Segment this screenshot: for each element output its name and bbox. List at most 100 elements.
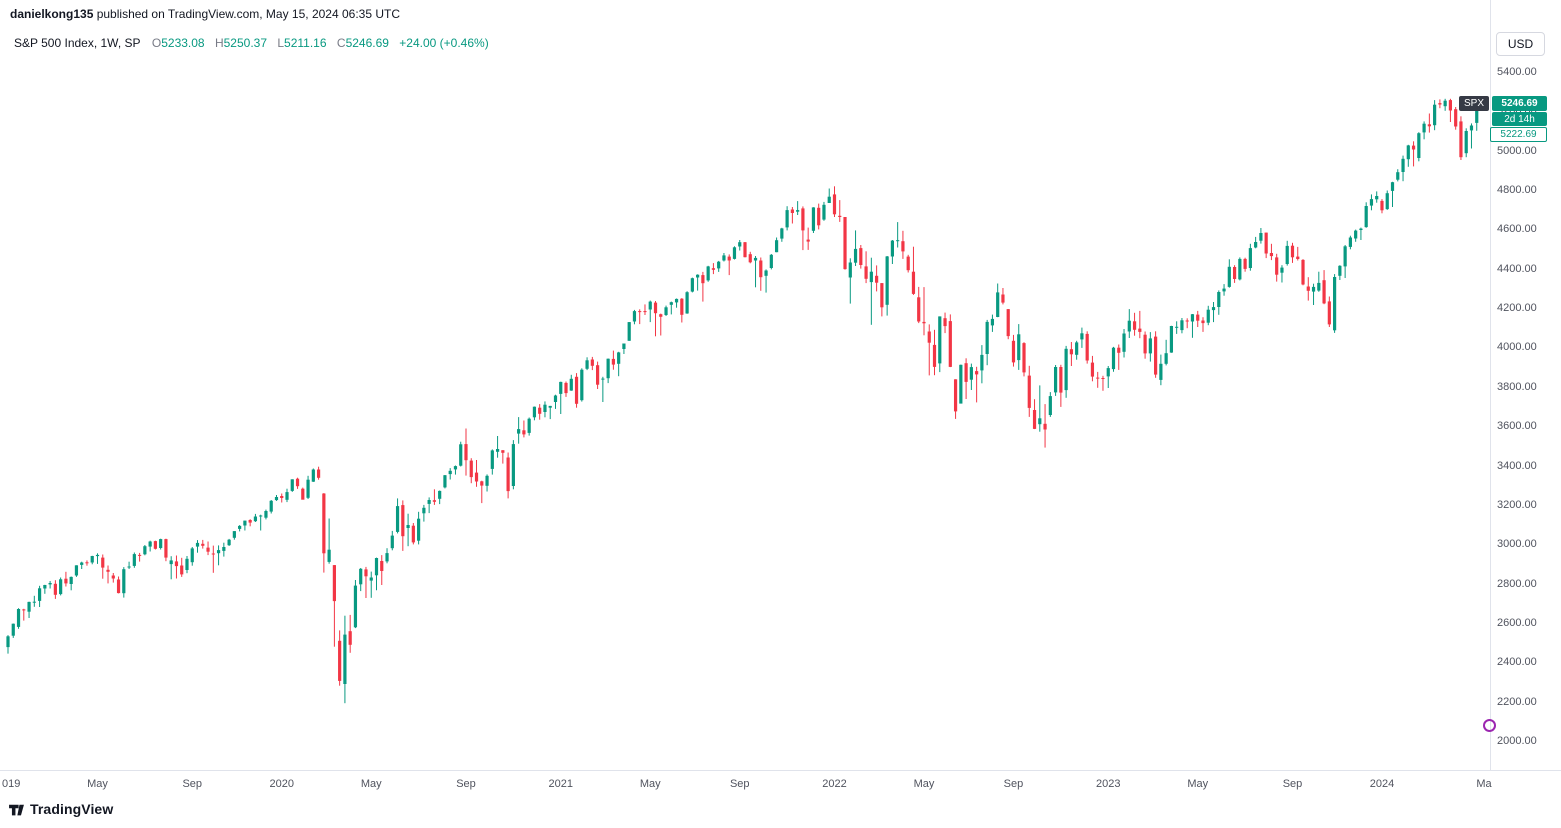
candle-body	[638, 311, 642, 313]
candle-body	[306, 479, 310, 498]
tradingview-logo[interactable]: TradingView	[8, 798, 113, 820]
candle-body	[1164, 353, 1168, 364]
currency-button[interactable]: USD	[1496, 32, 1545, 56]
candle-body	[1438, 103, 1442, 105]
candle-body	[348, 631, 352, 645]
time-tick-label: Sep	[1003, 778, 1024, 790]
ohlc-open: O5233.08	[151, 36, 205, 50]
candle-body	[1117, 347, 1121, 353]
candle-body	[1306, 286, 1310, 291]
candle-body	[48, 583, 52, 585]
candle-body	[1259, 233, 1263, 241]
candle-body	[1243, 258, 1247, 269]
candle-body	[1154, 336, 1158, 375]
time-tick-label: May	[360, 778, 382, 790]
candle-body	[232, 531, 236, 538]
candle-body	[1011, 340, 1016, 363]
price-tick-label: 2800.00	[1497, 577, 1537, 590]
candle-body	[501, 450, 505, 453]
candle-body	[564, 382, 568, 394]
candle-body	[6, 636, 10, 648]
price-tick-label: 3600.00	[1497, 420, 1537, 433]
candle-body	[1085, 333, 1089, 361]
candle-body	[617, 352, 621, 364]
candle-body	[11, 623, 15, 636]
candle-body	[1417, 133, 1421, 158]
publish-info: published on TradingView.com, May 15, 20…	[93, 7, 401, 21]
candle-body	[1006, 309, 1010, 337]
candle-body	[796, 210, 800, 212]
candle-body	[990, 318, 995, 326]
change-value: +24.00 (+0.46%)	[399, 36, 489, 50]
candle-body	[632, 311, 637, 322]
candle-body	[538, 407, 542, 414]
candle-body	[574, 376, 579, 404]
candle-body	[201, 543, 205, 546]
candle-body	[111, 575, 115, 579]
candle-body	[1443, 100, 1447, 107]
candle-body	[527, 418, 531, 433]
candle-body	[701, 275, 705, 284]
candle-body	[432, 500, 437, 502]
candle-body	[401, 505, 405, 537]
chart-area[interactable]: danielkong135 published on TradingView.c…	[0, 0, 1561, 770]
candle-body	[185, 558, 189, 570]
price-tick-label: 4800.00	[1497, 184, 1537, 197]
candle-body	[485, 475, 489, 486]
candle-body	[811, 207, 816, 231]
candle-body	[95, 554, 100, 557]
price-tick-label: 4000.00	[1497, 341, 1537, 354]
candle-body	[290, 479, 294, 491]
candle-body	[1433, 104, 1437, 126]
candle-body	[390, 535, 394, 549]
candle-body	[822, 204, 826, 220]
candle-body	[580, 369, 584, 401]
candle-body	[938, 316, 942, 364]
time-tick-label: 019	[2, 778, 21, 790]
candle-body	[732, 247, 737, 259]
price-tick-label: 2000.00	[1497, 735, 1537, 747]
candle-body	[327, 549, 331, 562]
candle-body	[585, 360, 589, 369]
candle-body	[143, 546, 147, 555]
ohlc-low: L5211.16	[277, 36, 327, 50]
candle-body	[1096, 377, 1100, 379]
candle-body	[459, 444, 463, 466]
candle-body	[843, 217, 847, 270]
time-tick-label: May	[1187, 778, 1209, 790]
candle-body	[248, 520, 252, 523]
candle-body	[32, 601, 36, 603]
candle-body	[301, 488, 305, 500]
candle-body	[1317, 282, 1321, 291]
ohlc-close: C5246.69	[336, 36, 389, 50]
candle-body	[975, 371, 979, 375]
candlestick-chart[interactable]	[0, 0, 1490, 770]
candle-body	[164, 539, 168, 558]
candle-body	[627, 322, 631, 341]
candle-body	[1327, 301, 1331, 325]
publisher-username: danielkong135	[10, 7, 94, 21]
candle-body	[1038, 418, 1042, 425]
candle-body	[1001, 294, 1005, 303]
symbol-chip: SPX	[1459, 96, 1489, 111]
candle-body	[601, 378, 605, 380]
candle-body	[316, 469, 321, 478]
candle-body	[1464, 131, 1468, 154]
ohlc-high: H5250.37	[214, 36, 268, 50]
candle-body	[759, 260, 763, 278]
candle-body	[22, 609, 26, 611]
candle-body	[885, 256, 889, 305]
candle-body	[1069, 349, 1073, 355]
candle-body	[1238, 258, 1242, 280]
candle-body	[790, 209, 794, 213]
price-tick-label: 3200.00	[1497, 498, 1537, 511]
candle-body	[1180, 320, 1184, 331]
candle-body	[817, 207, 821, 226]
candle-body	[522, 430, 526, 435]
candle-body	[1385, 193, 1389, 210]
candle-body	[1390, 182, 1395, 191]
candle-body	[880, 283, 884, 308]
candle-body	[1322, 280, 1326, 304]
time-axis[interactable]: 019 May Sep 2020 May Sep 2021 May Sep 2022 May Sep 2…	[0, 770, 1561, 828]
candle-body	[74, 565, 79, 576]
